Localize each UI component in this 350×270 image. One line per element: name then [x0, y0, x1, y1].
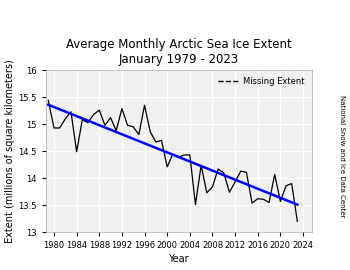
Title: Average Monthly Arctic Sea Ice Extent
January 1979 - 2023: Average Monthly Arctic Sea Ice Extent Ja… — [66, 38, 291, 66]
Y-axis label: Extent (millions of square kilometers): Extent (millions of square kilometers) — [5, 59, 15, 243]
Text: National Snow and Ice Data Center: National Snow and Ice Data Center — [339, 95, 345, 218]
Legend: Missing Extent: Missing Extent — [216, 74, 307, 88]
X-axis label: Year: Year — [168, 254, 189, 264]
